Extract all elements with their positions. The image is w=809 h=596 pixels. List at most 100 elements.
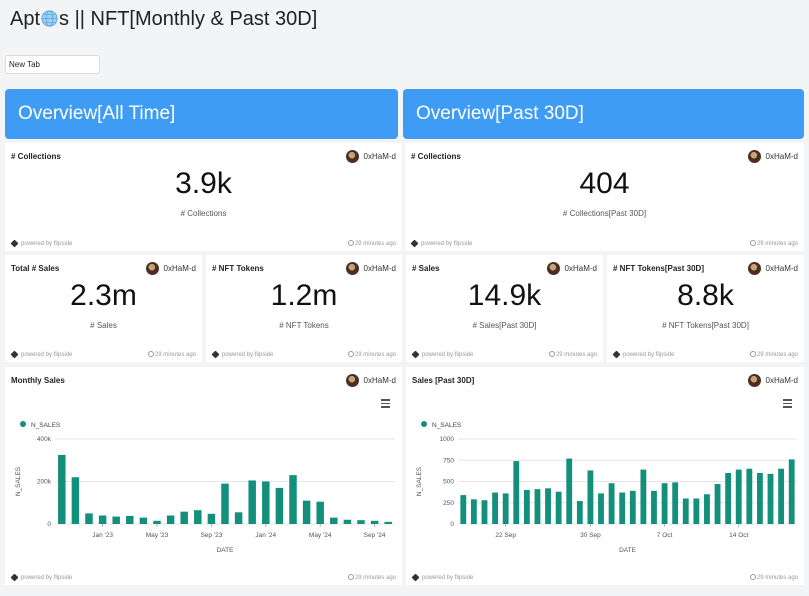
author[interactable]: 0xHaM-d: [345, 262, 396, 275]
powered-by[interactable]: powered by flipside: [623, 351, 675, 358]
bar: [629, 490, 636, 524]
powered-by[interactable]: powered by flipside: [422, 351, 474, 358]
bar: [302, 500, 311, 524]
monthly-sales-chart: N_SALES 0 200k 400k Jan '23 May '23 Sep '23 Jan…: [15, 421, 395, 554]
powered-by[interactable]: powered by flipside: [21, 574, 73, 581]
x-axis-title: DATE: [217, 547, 235, 554]
bar: [725, 473, 732, 524]
metric-value: 404: [579, 167, 630, 200]
flipside-logo-icon: [211, 350, 220, 359]
bar: [330, 517, 338, 524]
avatar: [345, 374, 359, 387]
powered-by[interactable]: powered by flipside: [21, 240, 73, 247]
bar: [746, 468, 753, 524]
author[interactable]: 0xHaM-d: [747, 262, 798, 275]
bar: [460, 495, 467, 524]
avatar: [747, 262, 761, 275]
metric-label: # Collections[Past 30D]: [562, 209, 647, 218]
card-footer: powered by flipside 29 minutes ago: [211, 350, 396, 359]
flipside-logo-icon: [410, 239, 419, 248]
author[interactable]: 0xHaM-d: [345, 150, 396, 163]
bar: [492, 492, 498, 524]
bar: [502, 493, 509, 524]
author-name: 0xHaM-d: [363, 152, 396, 161]
author[interactable]: 0xHaM-d: [747, 374, 798, 387]
metric-value: 8.8k: [677, 279, 734, 312]
x-tick-label: Jan '24: [255, 532, 276, 539]
metric-value: 3.9k: [175, 167, 232, 200]
author-name: 0xHaM-d: [564, 264, 597, 273]
y-tick-label: 750: [443, 457, 454, 464]
bar: [735, 469, 742, 524]
card-sales-past-30d-chart: Sales [Past 30D] 0xHaM-d N_SALES 0 250 500 7…: [406, 367, 804, 585]
updated-time: 29 minutes ago: [756, 352, 798, 358]
card-title: # NFT Tokens: [212, 264, 264, 273]
bar: [767, 473, 774, 524]
card-footer: powered by flipside 29 minutes ago: [10, 239, 396, 248]
bar: [275, 487, 284, 524]
metric-label: # NFT Tokens: [279, 321, 329, 330]
flipside-logo-icon: [411, 573, 420, 582]
bar: [316, 501, 324, 524]
author[interactable]: 0xHaM-d: [345, 374, 396, 387]
card-sales-past-30d: # Sales 0xHaM-d 14.9k # Sales[Past 30D] …: [406, 255, 603, 362]
bar: [714, 484, 721, 524]
clock-icon: [347, 351, 354, 357]
bar: [555, 491, 562, 524]
powered-by[interactable]: powered by flipside: [21, 351, 73, 358]
bar: [513, 461, 520, 524]
bar: [778, 468, 785, 524]
powered-by[interactable]: powered by flipside: [421, 240, 473, 247]
bar: [180, 511, 188, 524]
flipside-logo-icon: [612, 350, 621, 359]
card-footer: powered by flipside 29 minutes ago: [10, 573, 396, 582]
card-title: # Collections: [411, 152, 461, 161]
card-nft-tokens: # NFT Tokens 0xHaM-d 1.2m # NFT Tokens p…: [206, 255, 402, 362]
legend-label: N_SALES: [31, 422, 61, 429]
clock-icon: [749, 574, 756, 580]
author-name: 0xHaM-d: [765, 152, 798, 161]
bar: [545, 488, 551, 524]
author[interactable]: 0xHaM-d: [145, 262, 196, 275]
avatar: [145, 262, 159, 275]
title-suffix: s || NFT[Monthly & Past 30D]: [59, 8, 318, 30]
powered-by[interactable]: powered by flipside: [422, 574, 474, 581]
updated-time: 29 minutes ago: [555, 352, 597, 358]
bar: [58, 454, 66, 524]
avatar: [345, 262, 359, 275]
x-tick-label: Sep '23: [200, 532, 222, 539]
flipside-logo-icon: [10, 239, 19, 248]
card-title: Sales [Past 30D]: [412, 376, 475, 385]
bar: [384, 521, 392, 524]
flipside-logo-icon: [10, 573, 19, 582]
author[interactable]: 0xHaM-d: [747, 150, 798, 163]
y-tick-label: 500: [443, 479, 454, 486]
bar: [194, 510, 202, 524]
chart-menu-icon[interactable]: [381, 399, 390, 410]
bar: [534, 489, 541, 524]
bar: [757, 473, 763, 524]
card-title: # Sales: [412, 264, 440, 273]
bar: [289, 475, 297, 524]
clock-icon: [548, 351, 555, 357]
x-tick-label: 14 Oct: [729, 532, 748, 539]
legend-marker: [421, 421, 427, 427]
powered-by[interactable]: powered by flipside: [222, 351, 274, 358]
card-title: Total # Sales: [11, 264, 60, 273]
header-overview-past-30d: Overview[Past 30D]: [403, 89, 804, 139]
avatar: [546, 262, 560, 275]
bar: [651, 490, 657, 524]
x-axis-title: DATE: [619, 547, 637, 554]
tab-new-tab[interactable]: New Tab: [5, 55, 100, 74]
x-tick-label: 30 Sep: [580, 532, 601, 539]
author[interactable]: 0xHaM-d: [546, 262, 597, 275]
title-prefix: Apt: [10, 8, 41, 30]
y-tick-label: 0: [450, 521, 454, 528]
card-footer: powered by flipside 29 minutes ago: [411, 350, 597, 359]
chart-menu-icon[interactable]: [783, 399, 792, 410]
bar: [470, 499, 477, 524]
card-collections-all-time: # Collections 0xHaM-d 3.9k # Collections…: [5, 143, 402, 251]
bar: [126, 515, 134, 524]
bar: [661, 483, 668, 524]
metric-label: # Sales[Past 30D]: [472, 321, 537, 330]
